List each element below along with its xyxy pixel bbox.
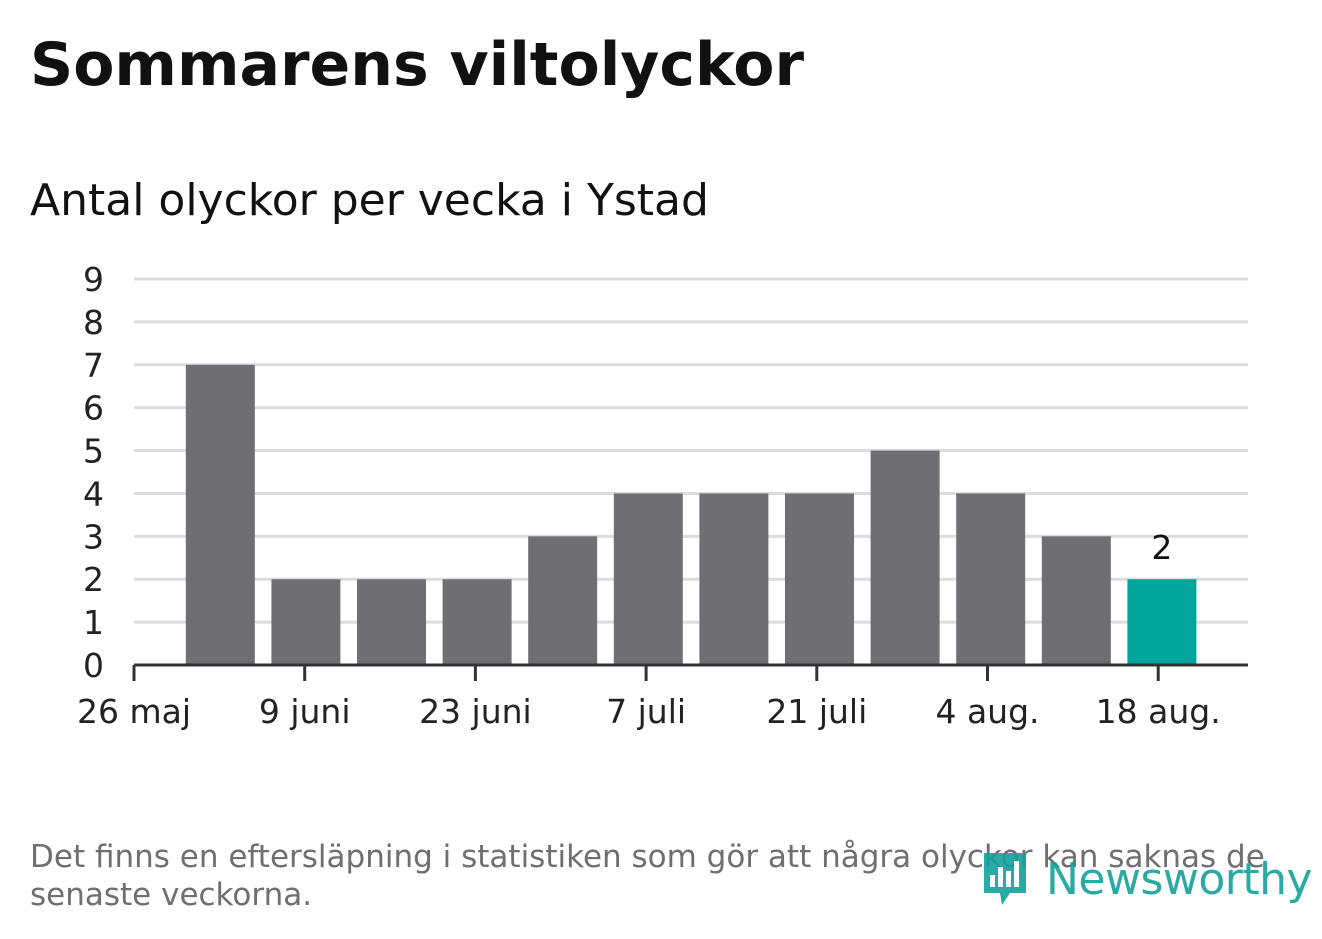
bar xyxy=(870,450,940,665)
x-tick-label: 4 aug. xyxy=(935,692,1039,731)
bar-chart-speech-bubble-icon xyxy=(984,853,1026,905)
x-tick-label: 18 aug. xyxy=(1096,692,1221,731)
bar xyxy=(185,364,255,665)
y-tick-label: 4 xyxy=(83,474,104,513)
y-tick-label: 9 xyxy=(83,260,104,299)
x-tick-label: 23 juni xyxy=(419,692,532,731)
bars xyxy=(185,364,1197,665)
data-labels: 2 xyxy=(1151,528,1172,567)
x-tick-label: 26 maj xyxy=(77,692,191,731)
bar xyxy=(785,493,854,665)
y-tick-label: 3 xyxy=(83,517,104,556)
bar xyxy=(1127,579,1197,665)
data-label: 2 xyxy=(1151,528,1172,567)
y-tick-label: 1 xyxy=(83,603,104,642)
brand-name: Newsworthy xyxy=(1046,853,1313,905)
bar xyxy=(442,579,512,665)
x-tick-label: 7 juli xyxy=(606,692,686,731)
chart-subtitle: Antal olyckor per vecka i Ystad xyxy=(30,175,709,226)
brand-logo: Newsworthy xyxy=(980,848,1313,910)
grid-lines xyxy=(134,277,1248,624)
footnote: Det finns en eftersläpning i statistiken… xyxy=(30,839,1265,913)
bar xyxy=(528,536,598,665)
bar-chart: 0 1 2 3 45 6 7 8 9 2 26 maj 9 juni 23 juni 7 juli 21… xyxy=(77,260,1248,731)
x-tick-label: 21 juli xyxy=(766,692,867,731)
chart-title: Sommarens viltolyckor xyxy=(30,30,805,100)
y-tick-label: 5 xyxy=(83,432,104,471)
bar xyxy=(357,579,426,665)
bar xyxy=(271,579,341,665)
y-tick-label: 7 xyxy=(83,346,104,385)
x-axis: 26 maj 9 juni 23 juni 7 juli 21 juli 4 aug. 18… xyxy=(77,663,1248,731)
bar xyxy=(699,493,769,665)
y-tick-label: 0 xyxy=(83,646,104,685)
y-axis-ticks: 0 1 2 3 45 6 7 8 9 xyxy=(83,260,104,685)
x-tick-label: 9 juni xyxy=(259,692,351,731)
y-tick-label: 2 xyxy=(83,560,104,599)
bar xyxy=(956,493,1026,665)
y-tick-label: 6 xyxy=(83,389,104,428)
bar xyxy=(1041,536,1111,665)
y-tick-label: 8 xyxy=(83,303,104,342)
bar xyxy=(613,493,683,665)
